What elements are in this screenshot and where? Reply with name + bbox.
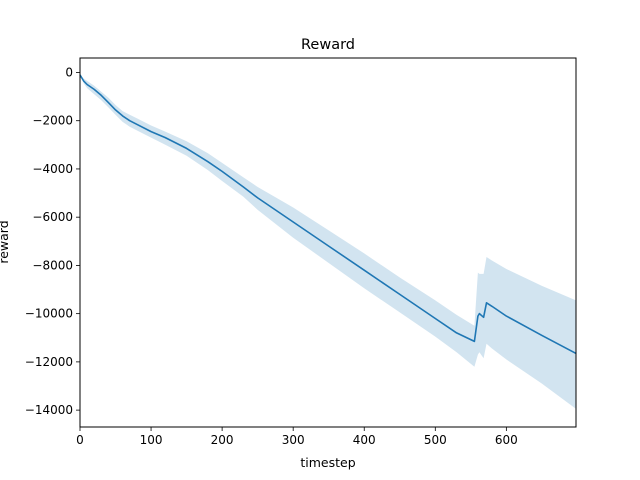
chart-title: Reward [301,37,355,53]
y-tick-label: 0 [65,65,73,79]
x-axis-label: timestep [300,455,355,470]
y-axis-label: reward [0,220,11,263]
y-tick-label: −14000 [25,403,73,417]
x-tick-label: 200 [211,433,234,447]
x-tick-label: 100 [140,433,163,447]
y-tick-label: −2000 [32,114,73,128]
y-tick-label: −8000 [32,258,73,272]
y-tick-label: −6000 [32,210,73,224]
x-tick-label: 0 [76,433,84,447]
confidence-band [80,74,576,409]
y-tick-label: −12000 [25,355,73,369]
x-tick-label: 500 [424,433,447,447]
x-tick-label: 600 [495,433,518,447]
plot-frame [79,57,577,428]
x-tick-label: 300 [282,433,305,447]
x-tick-label: 400 [353,433,376,447]
reward-line [79,74,577,355]
y-tick-label: −4000 [32,162,73,176]
y-tick-label: −10000 [25,307,73,321]
